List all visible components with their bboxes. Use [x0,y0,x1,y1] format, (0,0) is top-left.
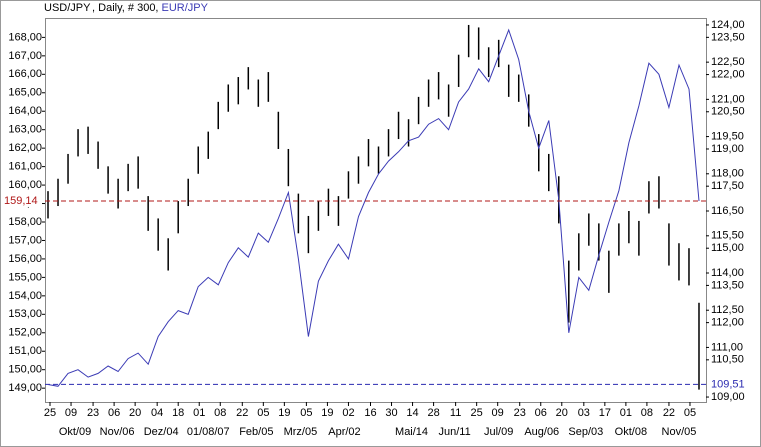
x-tick-label: 20 [129,407,141,419]
y2-tick-label: 112,50 [711,304,744,316]
month-label: Jun/11 [439,426,471,438]
x-tick-label: 23 [87,407,99,419]
y2-tick-label: 122,50 [711,56,745,68]
x-tick-label: 25 [471,407,483,419]
y-tick-label: 150,00 [8,364,42,376]
x-tick-label: 02 [342,407,354,419]
series-name: USD/JPY [44,2,91,14]
y-tick-label: 166,00 [8,68,42,80]
month-label: Dez/04 [144,426,179,438]
month-label: 01/08/07 [187,426,230,438]
y2-tick-label: 109,00 [711,391,745,403]
x-tick-label: 05 [257,407,269,419]
last-value-label: 159,14 [4,195,38,207]
y2-tick-label: 111,00 [711,341,743,353]
y2-tick-label: 117,50 [711,180,744,192]
month-label: Jul/09 [484,426,513,438]
x-tick-label: 01 [620,407,632,419]
x-tick-label: 11 [450,407,461,419]
x-tick-label: 22 [663,407,675,419]
y-tick-label: 149,00 [8,382,42,394]
month-label: Feb/05 [239,426,273,438]
x-tick-label: 19 [321,407,333,419]
y2-tick-label: 113,50 [711,279,744,291]
y-tick-label: 154,00 [8,290,42,302]
y-tick-label: 162,00 [8,142,42,154]
month-label: Apr/02 [328,426,360,438]
y2-tick-label: 118,00 [711,168,744,180]
last-value-box [708,378,748,391]
last-value-box [2,194,42,207]
y-tick-label: 161,00 [8,161,42,173]
month-label: Aug/06 [524,426,559,438]
y2-tick-label: 115,50 [711,230,744,242]
y-tick-label: 156,00 [8,253,42,265]
y2-tick-label: 114,00 [711,267,744,279]
y-tick-label: 152,00 [8,327,42,339]
y2-tick-label: 119,50 [711,130,744,142]
month-label: Okt/09 [59,426,91,438]
x-tick-label: 01 [193,407,205,419]
y-tick-label: 157,00 [8,234,42,246]
x-tick-label: 20 [556,407,568,419]
y-tick-label: 158,00 [8,216,42,228]
month-label: Nov/05 [662,426,697,438]
month-label: Okt/08 [615,426,647,438]
x-tick-label: 30 [385,407,397,419]
x-tick-label: 06 [535,407,547,419]
x-tick-label: 08 [641,407,653,419]
y2-tick-label: 123,50 [711,31,745,43]
x-tick-label: 04 [151,407,163,419]
x-tick-label: 06 [108,407,120,419]
x-tick-label: 16 [364,407,376,419]
y-tick-label: 167,00 [8,50,42,62]
y2-tick-label: 119,00 [711,143,744,155]
x-tick-label: 17 [599,407,611,419]
y-tick-label: 163,00 [8,124,42,136]
y2-tick-label: 121,00 [711,93,745,105]
y2-tick-label: 110,50 [711,354,744,366]
x-tick-label: 18 [172,407,184,419]
chart-title: USD/JPY, Daily, # 300, EUR/JPY [44,2,209,14]
y2-tick-label: 115,00 [711,242,744,254]
y-tick-label: 165,00 [8,87,42,99]
y2-tick-label: 120,50 [711,106,745,118]
y2-tick-label: 124,00 [711,19,745,31]
x-tick-label: 25 [44,407,56,419]
y-tick-label: 168,00 [8,31,42,43]
x-tick-label: 03 [578,407,590,419]
x-tick-label: 09 [65,407,77,419]
y-tick-label: 151,00 [8,345,42,357]
plot-area [45,18,707,403]
x-tick-label: 09 [492,407,504,419]
x-tick-label: 08 [214,407,226,419]
x-tick-label: 14 [406,407,418,419]
y-tick-label: 160,00 [8,179,42,191]
x-tick-label: 05 [300,407,312,419]
month-label: Nov/06 [100,426,135,438]
y2-tick-label: 122,00 [711,68,745,80]
y-tick-label: 164,00 [8,105,42,117]
x-tick-label: 28 [427,407,439,419]
y-tick-label: 155,00 [8,271,42,283]
month-label: Mai/14 [395,426,428,438]
x-tick-label: 22 [236,407,248,419]
y2-tick-label: 112,00 [711,317,744,329]
price-line [47,28,700,387]
last-value-label: 109,51 [711,378,745,390]
x-tick-label: 19 [278,407,290,419]
y-tick-label: 153,00 [8,308,42,320]
title-text: , Daily, # 300, [92,2,158,14]
x-tick-label: 05 [684,407,696,419]
month-label: Sep/03 [568,426,603,438]
legend-entry: EUR/JPY [162,2,209,14]
y2-tick-label: 116,50 [711,205,744,217]
month-label: Mrz/05 [284,426,318,438]
x-tick-label: 23 [514,407,526,419]
